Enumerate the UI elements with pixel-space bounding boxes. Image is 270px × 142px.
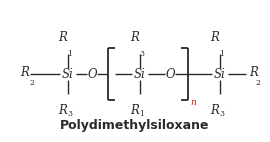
Text: O: O bbox=[87, 67, 97, 81]
Text: Polydimethylsiloxane: Polydimethylsiloxane bbox=[60, 119, 210, 132]
Text: R: R bbox=[58, 31, 67, 44]
Text: 3: 3 bbox=[67, 110, 72, 118]
Text: 2: 2 bbox=[29, 79, 34, 87]
Text: R: R bbox=[130, 104, 139, 117]
Text: Si: Si bbox=[134, 67, 146, 81]
Text: R: R bbox=[249, 66, 258, 80]
Text: R: R bbox=[130, 31, 139, 44]
Text: n: n bbox=[190, 98, 196, 107]
Text: O: O bbox=[165, 67, 175, 81]
Text: R: R bbox=[58, 104, 67, 117]
Text: 1: 1 bbox=[219, 50, 224, 58]
Text: 3: 3 bbox=[139, 50, 144, 58]
Text: R: R bbox=[20, 66, 29, 80]
Text: Si: Si bbox=[214, 67, 226, 81]
Text: R: R bbox=[210, 31, 219, 44]
Text: R: R bbox=[210, 104, 219, 117]
Text: 1: 1 bbox=[139, 110, 144, 118]
Text: 3: 3 bbox=[219, 110, 224, 118]
Text: 2: 2 bbox=[255, 79, 260, 87]
Text: Si: Si bbox=[62, 67, 74, 81]
Text: 1: 1 bbox=[67, 50, 72, 58]
